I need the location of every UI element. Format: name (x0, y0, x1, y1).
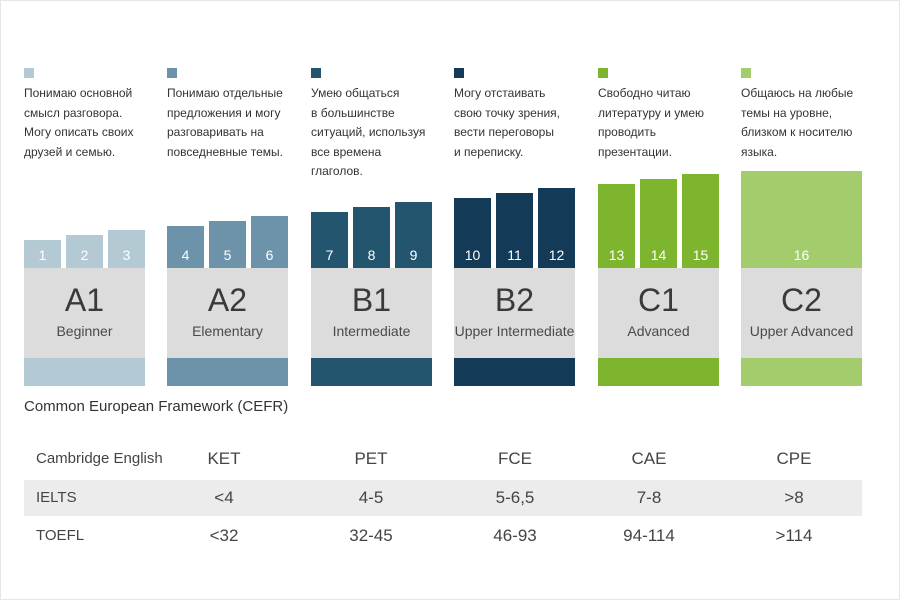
exam-score: 4-5 (358, 488, 384, 507)
level-card: C2 Upper Advanced (741, 268, 862, 358)
exam-score: <4 (214, 488, 234, 507)
level-card: A2 Elementary (167, 268, 288, 358)
level-column-a2: Понимаю отдельные предложения и могу раз… (167, 0, 288, 390)
level-color-marker (741, 68, 751, 78)
level-code: C1 (638, 282, 679, 318)
level-color-band (454, 358, 575, 386)
level-color-band (311, 358, 432, 386)
exam-name: IELTS (36, 489, 77, 506)
level-step: 6 (251, 216, 288, 268)
exam-score: >8 (784, 488, 804, 507)
exam-score: PET (354, 449, 388, 468)
level-card: C1 Advanced (598, 268, 719, 358)
level-step: 11 (496, 193, 533, 268)
exam-row-cambridge-english: Cambridge English KET PET FCE CAE CPE (24, 441, 862, 477)
level-step: 10 (454, 198, 491, 268)
level-name: Upper Intermediate (454, 323, 575, 339)
level-column-b1: Умею общаться в большинстве ситуаций, ис… (311, 0, 432, 390)
exam-row-ielts: IELTS <4 4-5 5-6,5 7-8 >8 (24, 480, 862, 516)
level-step: 4 (167, 226, 204, 268)
level-step: 15 (682, 174, 719, 268)
level-step: 13 (598, 184, 635, 268)
level-color-band (24, 358, 145, 386)
level-code: A1 (64, 282, 105, 318)
level-name: Upper Advanced (749, 323, 854, 339)
level-step: 2 (66, 235, 103, 268)
exam-score: CPE (776, 449, 812, 468)
exam-score: <32 (209, 526, 239, 545)
level-step: 8 (353, 207, 390, 268)
level-step: 1 (24, 240, 61, 268)
level-column-b2: Могу отстаивать свою точку зрения, вести… (454, 0, 575, 390)
level-card: A1 Beginner (24, 268, 145, 358)
level-code: C2 (781, 282, 822, 318)
level-code: B2 (494, 282, 535, 318)
level-description: Понимаю основной смысл разговора. Могу о… (24, 86, 134, 159)
level-step: 9 (395, 202, 432, 268)
level-card: B1 Intermediate (311, 268, 432, 358)
level-card: B2 Upper Intermediate (454, 268, 575, 358)
exam-row-toefl: TOEFL <32 32-45 46-93 94-114 >114 (24, 518, 862, 554)
exam-score: >114 (775, 526, 813, 545)
level-column-c1: Свободно читаю литературу и умею проводи… (598, 0, 719, 390)
level-name: Elementary (192, 323, 263, 339)
level-name: Intermediate (332, 323, 411, 339)
level-color-band (167, 358, 288, 386)
exam-score: 32-45 (349, 526, 393, 545)
level-color-marker (598, 68, 608, 78)
level-color-band (598, 358, 719, 386)
exam-score: 7-8 (636, 488, 662, 507)
level-code: A2 (207, 282, 248, 318)
level-code: B1 (351, 282, 392, 318)
exam-name: TOEFL (36, 527, 85, 544)
level-description: Умею общаться в большинстве ситуаций, ис… (311, 86, 426, 178)
exam-score: CAE (631, 449, 667, 468)
level-step: 5 (209, 221, 246, 268)
level-color-marker (454, 68, 464, 78)
level-color-marker (311, 68, 321, 78)
level-step: 16 (741, 171, 862, 268)
level-color-band (741, 358, 862, 386)
level-description: Общаюсь на любые темы на уровне, близком… (741, 86, 854, 159)
exam-score: 94-114 (623, 526, 675, 545)
exam-score: 46-93 (493, 526, 537, 545)
exam-score: FCE (498, 449, 532, 468)
level-step: 3 (108, 230, 145, 268)
level-column-a1: Понимаю основной смысл разговора. Могу о… (24, 0, 145, 390)
exam-score: KET (207, 449, 241, 468)
level-description: Свободно читаю литературу и умею проводи… (598, 86, 705, 159)
level-name: Advanced (627, 323, 690, 339)
level-column-c2: Общаюсь на любые темы на уровне, близком… (741, 0, 862, 390)
exam-name: Cambridge English (36, 450, 163, 467)
exam-score: 5-6,5 (495, 488, 535, 507)
level-color-marker (24, 68, 34, 78)
level-color-marker (167, 68, 177, 78)
level-name: Beginner (56, 323, 113, 339)
level-step: 14 (640, 179, 677, 268)
level-step: 7 (311, 212, 348, 268)
level-description: Могу отстаивать свою точку зрения, вести… (454, 86, 561, 159)
level-step: 12 (538, 188, 575, 268)
level-description: Понимаю отдельные предложения и могу раз… (167, 86, 284, 159)
framework-label: Common European Framework (CEFR) (24, 398, 289, 415)
